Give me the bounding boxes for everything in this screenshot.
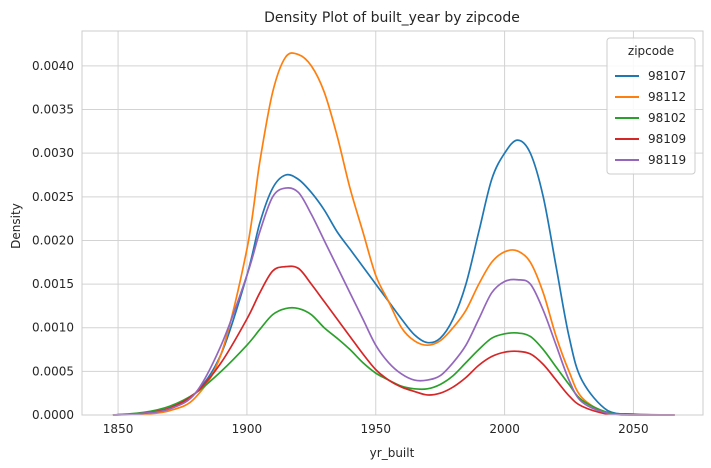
series-layer xyxy=(112,52,675,416)
y-tick-label: 0.0020 xyxy=(32,233,74,247)
axes-layer: 1850 1900 1950 2000 2050 0.0000 0.0005 0.0010 0.… xyxy=(32,30,704,436)
y-tick-label: 0.0025 xyxy=(32,190,74,204)
y-tick-label: 0.0015 xyxy=(32,277,74,291)
legend-entry-98112: 98112 xyxy=(648,90,686,104)
x-tick-label: 2000 xyxy=(489,422,520,436)
x-tick-label: 2050 xyxy=(618,422,649,436)
series-line-98112 xyxy=(112,52,675,416)
x-axis-label: yr_built xyxy=(370,446,415,460)
legend-entry-98109: 98109 xyxy=(648,132,686,146)
y-tick-label: 0.0035 xyxy=(32,103,74,117)
series-line-98102 xyxy=(112,306,675,416)
y-tick-label: 0.0010 xyxy=(32,321,74,335)
legend-entry-98102: 98102 xyxy=(648,111,686,125)
x-tick-label: 1850 xyxy=(103,422,134,436)
plot-frame xyxy=(81,30,704,416)
series-line-98109 xyxy=(112,265,675,416)
x-tick-label: 1900 xyxy=(232,422,263,436)
legend-title: zipcode xyxy=(628,44,674,58)
legend-entry-98107: 98107 xyxy=(648,69,686,83)
series-line-98119 xyxy=(112,187,675,416)
x-tick-label: 1950 xyxy=(360,422,391,436)
series-line-98107 xyxy=(112,139,675,416)
y-tick-label: 0.0005 xyxy=(32,364,74,378)
legend-entry-98119: 98119 xyxy=(648,153,686,167)
y-tick-label: 0.0040 xyxy=(32,59,74,73)
y-axis-label: Density xyxy=(9,203,23,249)
chart-title: Density Plot of built_year by zipcode xyxy=(264,10,520,26)
y-tick-label: 0.0030 xyxy=(32,146,74,160)
y-tick-label: 0.0000 xyxy=(32,408,74,422)
legend: zipcode 98107 98112 98102 98109 98119 xyxy=(606,37,696,175)
